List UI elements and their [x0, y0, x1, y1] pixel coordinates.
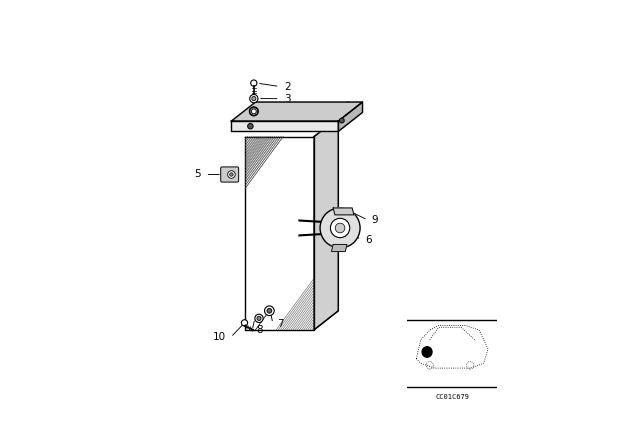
Circle shape	[252, 109, 256, 114]
Polygon shape	[333, 208, 354, 215]
Text: 7: 7	[277, 319, 284, 328]
Circle shape	[339, 118, 344, 123]
Circle shape	[230, 173, 233, 176]
Polygon shape	[332, 245, 347, 251]
Polygon shape	[314, 117, 339, 330]
Text: 9: 9	[372, 215, 378, 225]
Circle shape	[257, 316, 261, 320]
Circle shape	[267, 308, 272, 313]
Polygon shape	[314, 117, 339, 330]
Text: 1: 1	[345, 100, 352, 111]
Text: 6: 6	[365, 235, 372, 245]
Circle shape	[228, 171, 236, 178]
Circle shape	[320, 208, 360, 248]
Text: 5: 5	[194, 169, 200, 180]
FancyBboxPatch shape	[221, 167, 239, 182]
Circle shape	[250, 95, 258, 103]
Polygon shape	[232, 102, 362, 121]
Text: 8: 8	[256, 325, 263, 336]
Polygon shape	[245, 137, 314, 330]
Polygon shape	[232, 121, 339, 131]
Text: 2: 2	[284, 82, 291, 91]
Circle shape	[251, 80, 257, 86]
Circle shape	[250, 107, 259, 116]
Circle shape	[255, 314, 263, 323]
Circle shape	[252, 96, 256, 101]
Circle shape	[330, 218, 349, 237]
Circle shape	[264, 306, 274, 315]
Polygon shape	[339, 102, 362, 131]
Text: 4: 4	[282, 106, 289, 116]
Text: 10: 10	[212, 332, 225, 342]
Circle shape	[335, 223, 345, 233]
Text: 3: 3	[284, 94, 291, 103]
Circle shape	[241, 320, 248, 326]
Circle shape	[248, 124, 253, 129]
